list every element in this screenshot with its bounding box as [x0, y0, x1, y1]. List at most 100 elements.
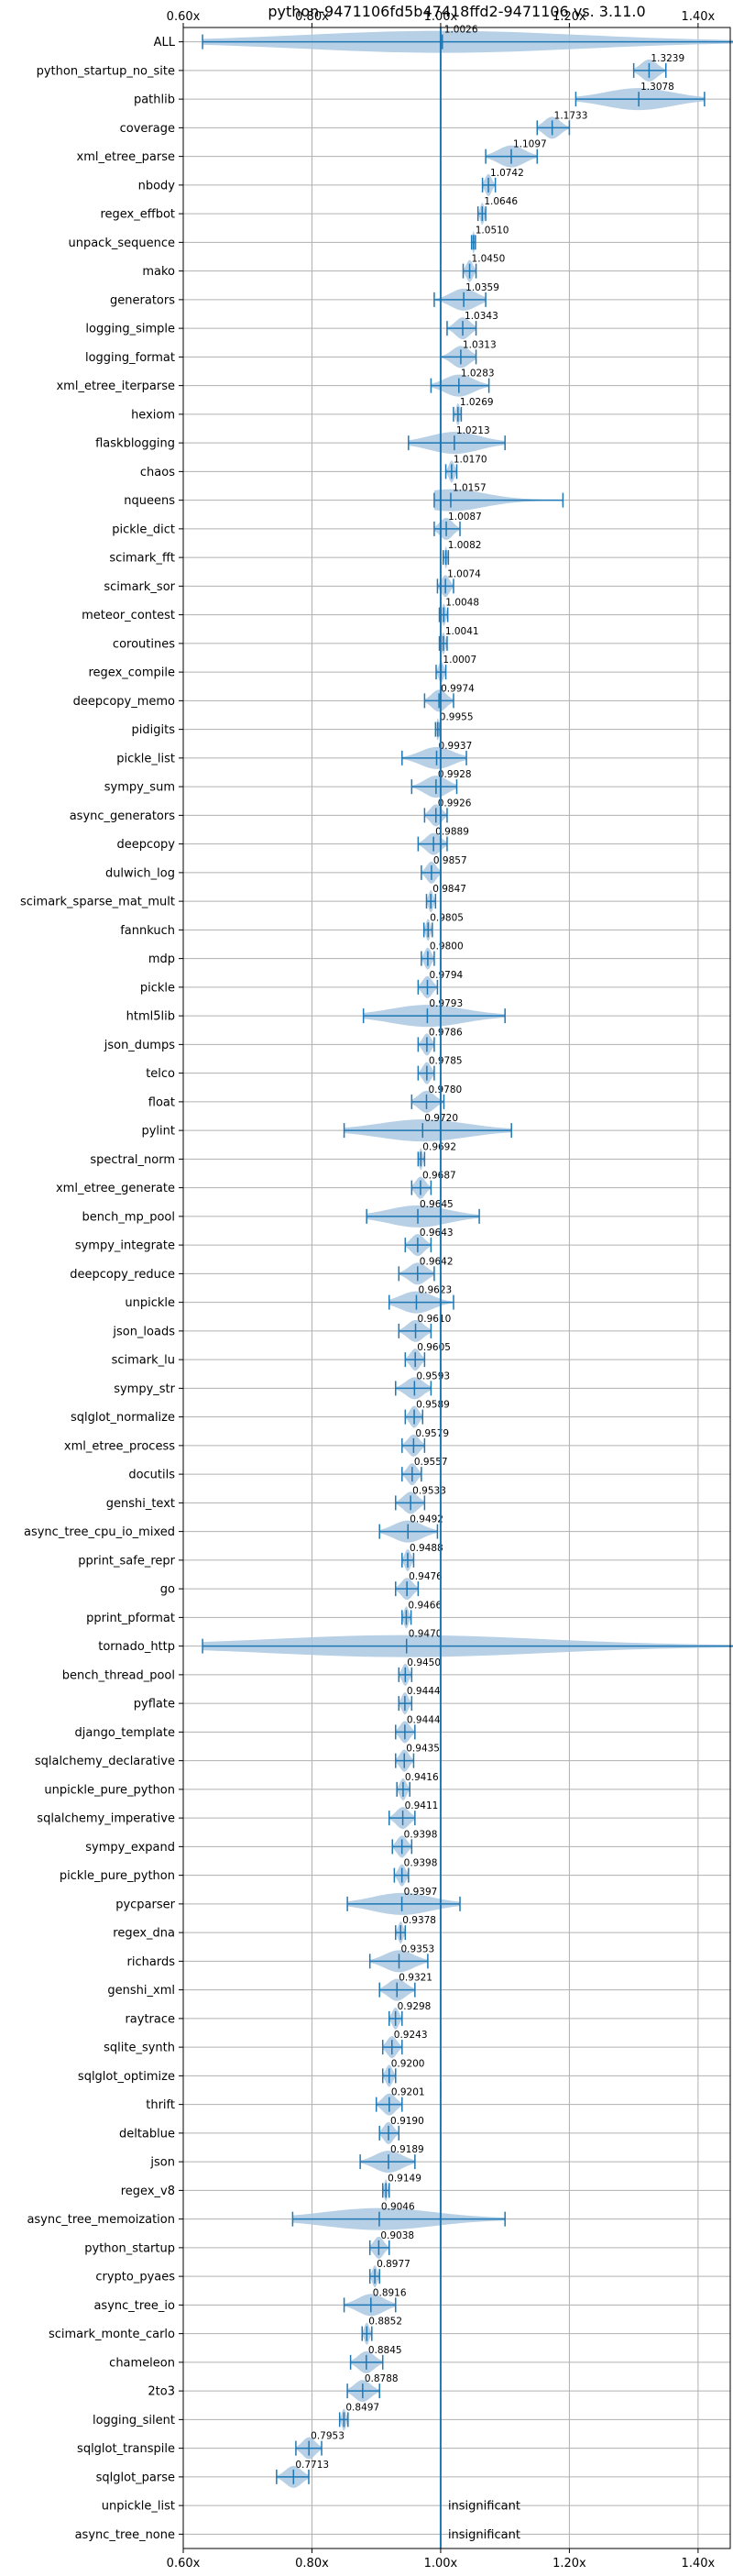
value-label: 1.3078 [640, 82, 674, 93]
x-tick-label-bottom: 1.00x [424, 2557, 458, 2570]
row-label: pickle_list [116, 752, 175, 765]
row-label: sympy_expand [85, 1841, 175, 1855]
x-tick-label-bottom: 0.60x [167, 2557, 201, 2570]
row-label: fannkuch [120, 924, 175, 938]
value-label: 0.9398 [404, 1829, 438, 1840]
row-label: spectral_norm [90, 1153, 175, 1167]
value-label: 0.9533 [412, 1485, 446, 1496]
value-label: 1.1097 [513, 139, 547, 150]
value-label: 0.9974 [441, 683, 475, 694]
row-label: async_tree_cpu_io_mixed [24, 1525, 175, 1539]
x-tick-label-top: 1.00x [424, 10, 458, 24]
value-label: 0.9466 [408, 1600, 442, 1611]
value-label: 0.9476 [409, 1571, 443, 1582]
value-label: 1.0269 [460, 397, 494, 408]
value-label: 1.0157 [453, 483, 487, 494]
value-label: 0.9416 [405, 1772, 439, 1783]
row-label: pycparser [115, 1898, 175, 1911]
value-label: 1.0283 [461, 369, 495, 380]
value-label: 1.0313 [463, 339, 497, 350]
value-label: 1.3239 [651, 53, 684, 64]
row-label: unpickle [125, 1296, 175, 1310]
row-label: xml_etree_generate [56, 1182, 175, 1195]
row-label: genshi_text [106, 1497, 175, 1511]
value-label: 0.9470 [409, 1629, 443, 1640]
row-label: generators [110, 293, 175, 307]
value-label: 0.9780 [428, 1084, 462, 1095]
value-label: 0.9889 [435, 827, 469, 838]
x-tick-label-top: 0.60x [167, 10, 201, 24]
row-label: thrift [146, 2098, 175, 2112]
x-tick-label-bottom: 0.80x [295, 2557, 329, 2570]
insignificant-label: insignificant [448, 2500, 520, 2514]
row-label: mdp [148, 952, 175, 966]
row-label: deepcopy [116, 838, 175, 852]
value-label: 1.0742 [490, 168, 524, 179]
value-label: 0.9692 [422, 1141, 456, 1152]
value-label: 0.9321 [399, 1973, 432, 1984]
grid [182, 28, 730, 2548]
value-label: 0.9857 [433, 855, 467, 866]
row-label: xml_etree_parse [77, 150, 175, 164]
x-tick-label-top: 0.80x [295, 10, 329, 24]
value-label: 1.0510 [476, 225, 509, 236]
value-label: 1.0026 [444, 25, 478, 36]
row-label: sqlglot_transpile [77, 2442, 175, 2456]
row-label: sympy_integrate [75, 1239, 175, 1253]
value-label: 0.9645 [420, 1199, 454, 1210]
value-label: 0.9805 [430, 912, 464, 923]
row-label: crypto_pyaes [95, 2271, 175, 2284]
value-label: 0.9243 [394, 2030, 428, 2041]
value-label: 0.8788 [365, 2373, 399, 2384]
row-label: richards [127, 1955, 176, 1969]
value-label: 0.9444 [407, 1686, 441, 1697]
value-label: 1.0087 [448, 512, 482, 523]
value-label: 0.9589 [416, 1400, 450, 1411]
row-label: async_tree_memoization [27, 2213, 175, 2227]
value-label: 1.0359 [465, 282, 499, 293]
violins: 1.0026 1.3239 1.3078 1.1733 1.1097 1.0742 1.06… [202, 25, 733, 2548]
row-label: xml_etree_iterparse [56, 380, 175, 393]
row-label: deepcopy_memo [73, 695, 175, 709]
row-label: sqlalchemy_declarative [35, 1755, 175, 1768]
row-label: raytrace [125, 2012, 175, 2026]
value-label: 0.9610 [418, 1314, 452, 1325]
value-label: 1.0213 [456, 425, 490, 436]
value-label: 0.9800 [430, 941, 464, 952]
value-label: 1.0041 [445, 626, 479, 637]
value-label: 0.9190 [390, 2116, 424, 2127]
row-label: pidigits [132, 723, 176, 737]
value-label: 0.9411 [405, 1800, 439, 1811]
value-label: 0.8497 [345, 2402, 379, 2413]
row-label: json_loads [112, 1325, 175, 1338]
row-label: nbody [138, 179, 176, 193]
value-label: 0.9955 [440, 712, 474, 723]
x-tick-label-bottom: 1.20x [552, 2557, 586, 2570]
value-label: 0.9643 [420, 1227, 454, 1238]
value-label: 0.9687 [422, 1171, 456, 1182]
row-label: regex_dna [113, 1927, 175, 1941]
row-label: sqlalchemy_imperative [37, 1812, 175, 1826]
value-label: 0.9786 [429, 1027, 463, 1038]
row-label: telco [146, 1067, 175, 1081]
row-label: scimark_fft [109, 552, 175, 566]
row-label: scimark_sor [104, 580, 175, 594]
row-label: sqlglot_normalize [71, 1411, 175, 1425]
plot-frame [182, 27, 731, 2549]
row-label: pickle_dict [112, 523, 175, 536]
row-label: sympy_str [114, 1382, 175, 1396]
x-tick-label-bottom: 1.40x [682, 2557, 716, 2570]
value-label: 0.9488 [410, 1543, 443, 1554]
value-label: 0.9444 [407, 1714, 441, 1725]
value-label: 0.9937 [439, 741, 473, 752]
row-label: tornado_http [98, 1640, 175, 1654]
row-label: pickle_pure_python [60, 1869, 175, 1883]
row-label: pathlib [134, 94, 175, 107]
row-label: unpack_sequence [68, 237, 175, 250]
value-label: 0.9793 [429, 998, 463, 1009]
value-label: 1.0082 [448, 540, 482, 551]
value-label: 0.9492 [410, 1514, 443, 1525]
value-label: 1.0074 [447, 568, 481, 579]
x-axis: 0.60x 0.60x 0.80x 0.80x 1.00x 1.00x 1.20x 1.20x… [167, 10, 716, 2570]
